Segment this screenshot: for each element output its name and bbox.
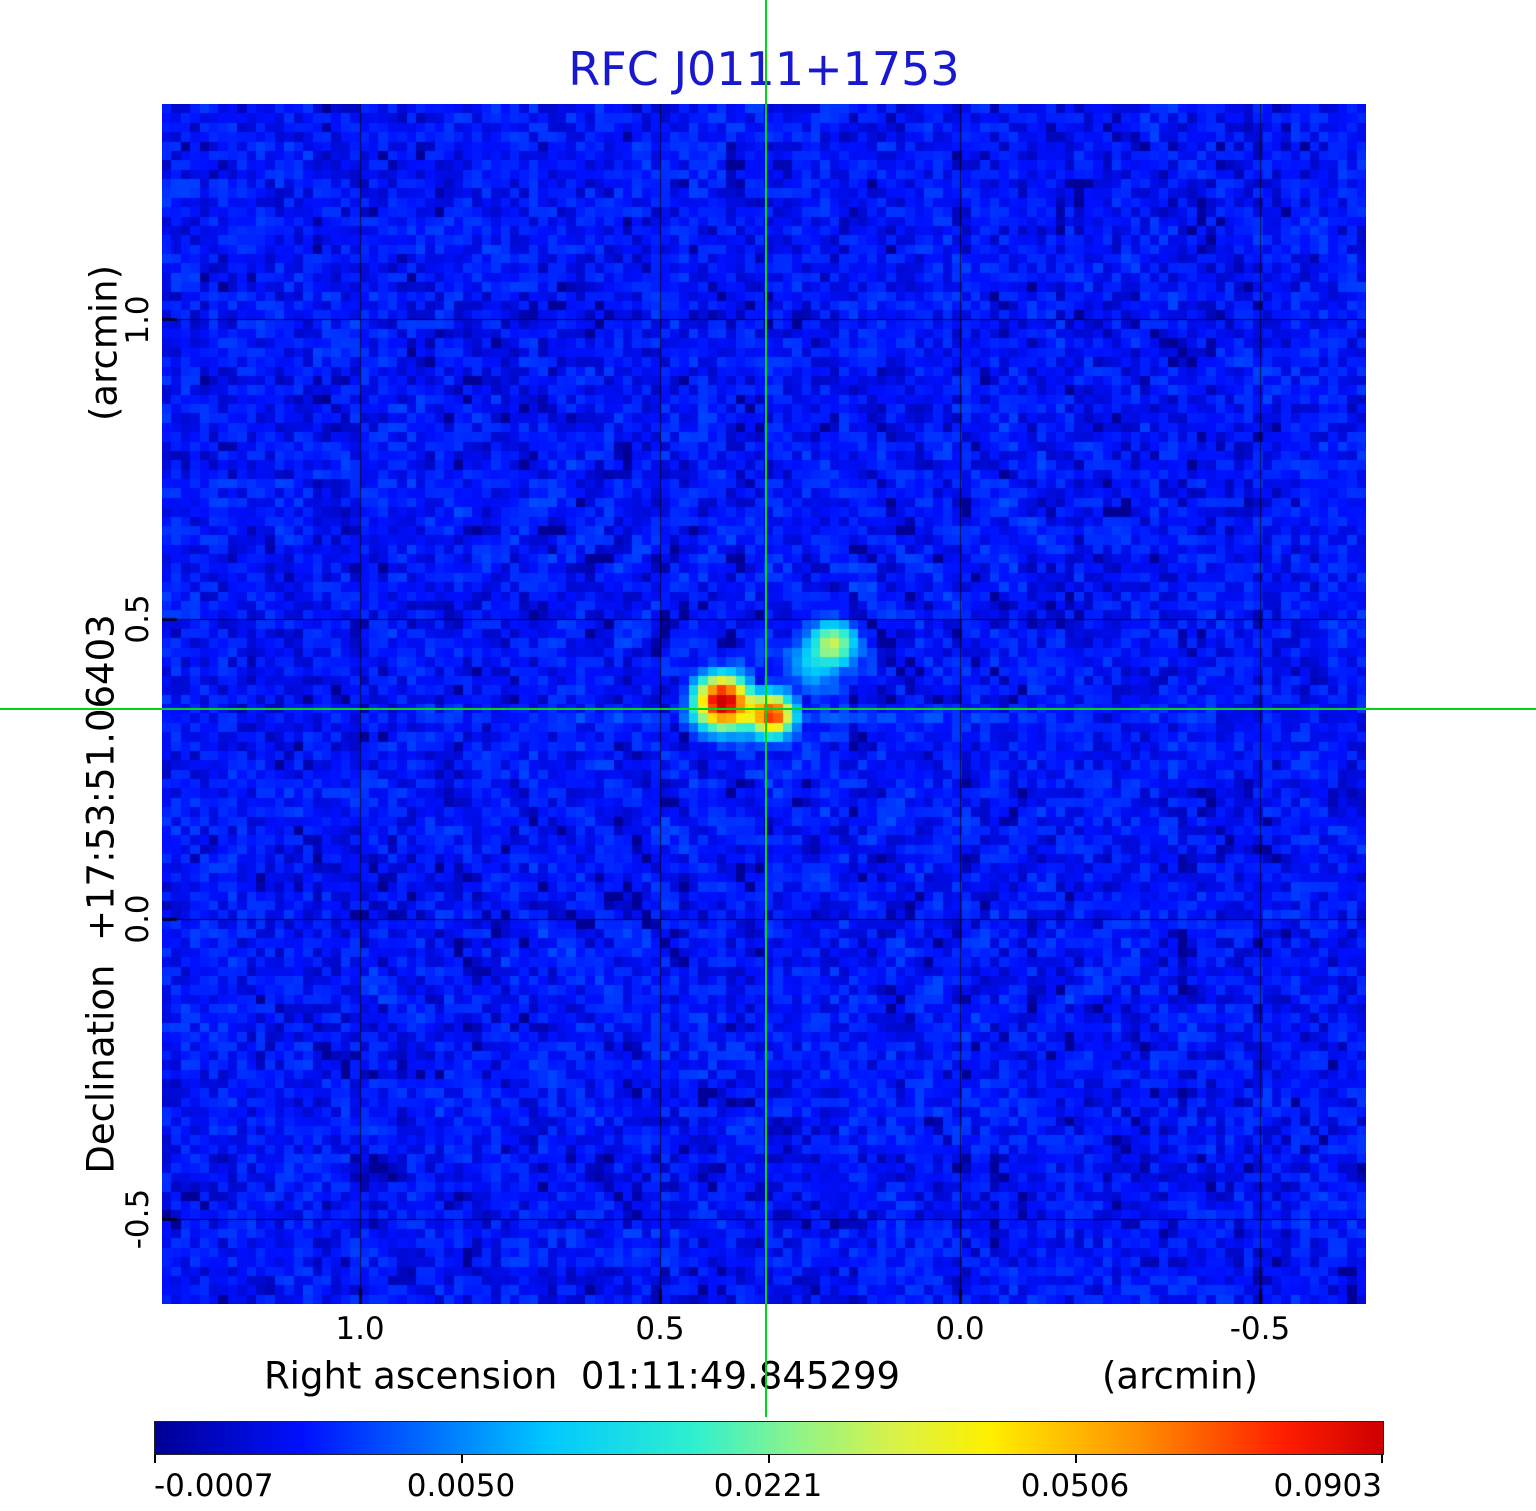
y-tick-label: 0.0 (120, 894, 156, 944)
crosshair-horizontal-line (0, 708, 1536, 710)
y-tick-label: 0.5 (120, 594, 156, 644)
colorbar-canvas (154, 1421, 1384, 1455)
colorbar-tick (768, 1454, 770, 1463)
y-tick-label: -0.5 (120, 1188, 156, 1250)
page-title: RFC J0111+1753 (568, 42, 960, 96)
colorbar-label: 0.0050 (406, 1468, 516, 1504)
colorbar-label: 0.0903 (1273, 1468, 1382, 1504)
y-axis-label: Declination +17:53:51.06403 (79, 614, 123, 1174)
x-tick-label: 0.5 (635, 1311, 685, 1347)
colorbar-label: 0.0221 (713, 1468, 823, 1504)
x-tick-label: -0.5 (1229, 1311, 1291, 1347)
x-axis-unit: (arcmin) (1101, 1354, 1259, 1398)
colorbar-label: 0.0506 (1020, 1468, 1130, 1504)
colorbar-label: -0.0007 (154, 1468, 274, 1504)
colorbar-tick (154, 1454, 156, 1463)
colorbar-tick (1075, 1454, 1077, 1463)
x-axis-label: Right ascension 01:11:49.845299 (263, 1354, 901, 1398)
y-tick-label: 1.0 (120, 295, 156, 345)
x-tick-label: 1.0 (335, 1311, 385, 1347)
x-tick-label: 0.0 (935, 1311, 985, 1347)
colorbar-tick (461, 1454, 463, 1463)
colorbar-tick (1381, 1454, 1383, 1463)
intensity-map-canvas (162, 104, 1366, 1304)
